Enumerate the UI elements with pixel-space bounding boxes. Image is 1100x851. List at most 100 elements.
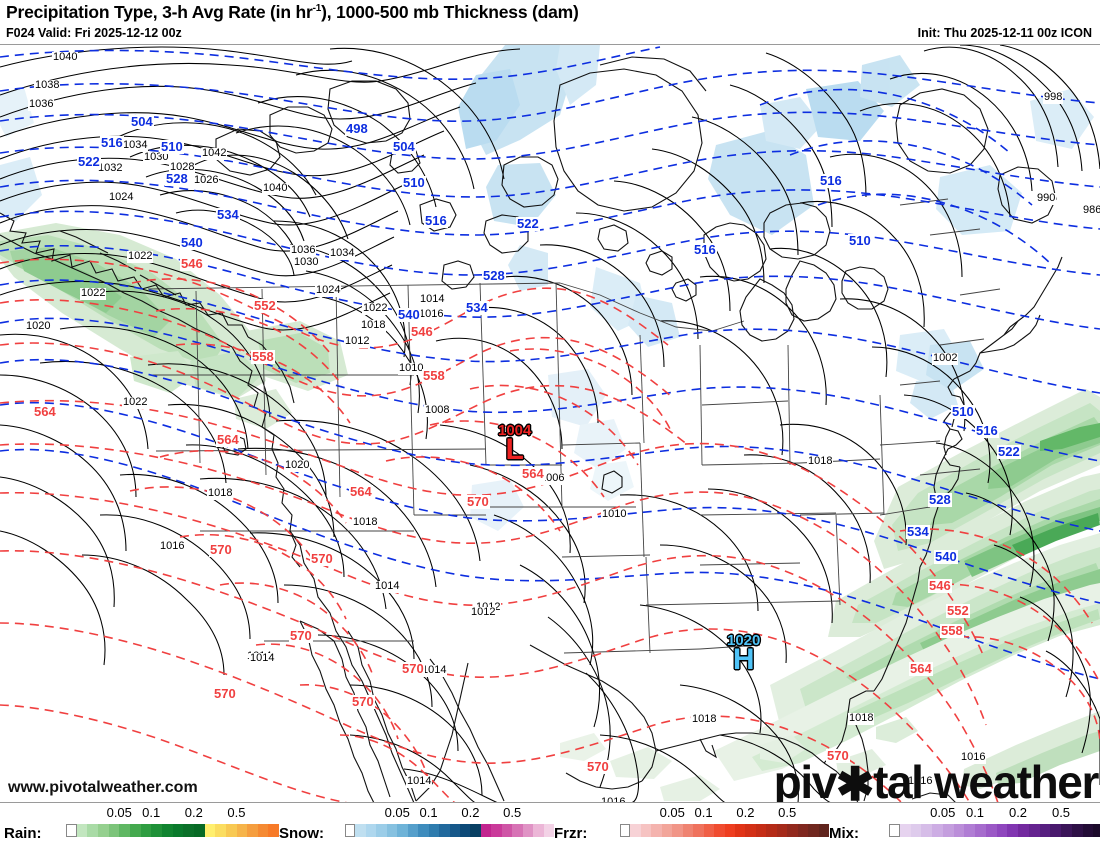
legend-color-swatch bbox=[776, 824, 788, 837]
map-graphics bbox=[0, 45, 1100, 803]
legend-color-swatch bbox=[1039, 824, 1051, 837]
legend-color-swatch bbox=[397, 824, 408, 837]
legend-tick: 0.1 bbox=[694, 805, 713, 820]
legend-color-swatch bbox=[651, 824, 662, 837]
legend-tick: 0.05 bbox=[659, 805, 685, 820]
legend-color-swatch bbox=[236, 824, 248, 837]
legend-bar: Rain: 0.05 0.1 0.2 0.5 Snow: 0.05 0.1 0.2 0.5 Frzr… bbox=[0, 802, 1100, 851]
thickness-contour-label-warm: 570 bbox=[826, 748, 850, 763]
legend-color-swatch bbox=[87, 824, 98, 837]
legend-color-swatch bbox=[953, 824, 965, 837]
legend-color-swatch bbox=[66, 824, 77, 837]
legend-color-swatch bbox=[268, 824, 280, 837]
thickness-contour-label-cold: 522 bbox=[77, 154, 101, 169]
legend-color-swatch bbox=[724, 824, 735, 837]
legend-color-swatch bbox=[418, 824, 429, 837]
model-init-time: Init: Thu 2025-12-11 00z ICON bbox=[917, 26, 1092, 40]
legend-color-swatch bbox=[975, 824, 986, 837]
legend-color-swatch bbox=[745, 824, 756, 837]
legend-group-rain: Rain: 0.05 0.1 0.2 0.5 bbox=[4, 803, 280, 851]
thickness-contour-label-warm: 570 bbox=[213, 686, 237, 701]
thickness-contour-label-cold: 534 bbox=[906, 524, 930, 539]
legend-color-swatch bbox=[247, 824, 258, 837]
watermark-logo: piv✱tal weather bbox=[773, 755, 1100, 803]
mslp-contour-label: 1014 bbox=[249, 652, 276, 665]
watermark-logo-part-a: piv bbox=[773, 756, 838, 803]
mslp-contour-label: 1022 bbox=[122, 396, 149, 409]
page-title-tail: ), 1000-500 mb Thickness (dam) bbox=[321, 2, 579, 22]
mslp-contour-label: 1018 bbox=[360, 319, 387, 332]
mslp-contour-label: 1034 bbox=[122, 139, 149, 152]
legend-colorbar[interactable] bbox=[889, 824, 1100, 837]
thickness-contour-label-warm: 570 bbox=[466, 494, 490, 509]
mslp-contour-label: 1018 bbox=[691, 713, 718, 726]
coastlines bbox=[0, 56, 1063, 803]
mslp-contour-label: 1016 bbox=[600, 796, 627, 803]
legend-color-swatch bbox=[215, 824, 226, 837]
thickness-contour-label-warm: 558 bbox=[251, 349, 275, 364]
legend-color-swatch bbox=[734, 824, 746, 837]
page-title: Precipitation Type, 3-h Avg Rate (in hr-… bbox=[6, 2, 579, 23]
thickness-contour-label-cold: 528 bbox=[482, 268, 506, 283]
legend-color-swatch bbox=[193, 824, 205, 837]
legend-color-swatch bbox=[449, 824, 460, 837]
legend-color-swatch bbox=[1061, 824, 1072, 837]
thickness-contour-label-cold: 516 bbox=[100, 135, 124, 150]
legend-color-swatch bbox=[910, 824, 922, 837]
thickness-contour-label-warm: 570 bbox=[401, 661, 425, 676]
thickness-contour-label-warm: 570 bbox=[289, 628, 313, 643]
legend-color-swatch bbox=[386, 824, 398, 837]
map-canvas[interactable]: 1040 1038 1036 1034 1030 1032 1042 1028 1026 1024… bbox=[0, 44, 1100, 803]
legend-color-swatch bbox=[985, 824, 997, 837]
legend-color-swatch bbox=[932, 824, 943, 837]
mslp-contour-label: 1024 bbox=[108, 191, 135, 204]
thickness-contour-label-cold: 528 bbox=[928, 492, 952, 507]
legend-color-swatch bbox=[512, 824, 523, 837]
legend-color-swatch bbox=[714, 824, 725, 837]
thickness-contour-label-cold: 516 bbox=[424, 213, 448, 228]
legend-color-swatch bbox=[964, 824, 975, 837]
mslp-contour-label: 1036 bbox=[290, 244, 317, 257]
legend-tick: 0.2 bbox=[184, 805, 203, 820]
pressure-center-high: 1020 H bbox=[727, 633, 760, 675]
legend-group-frzr: Frzr: 0.05 0.1 0.2 0.5 bbox=[554, 803, 830, 851]
legend-color-swatch bbox=[921, 824, 932, 837]
thickness-contour-label-cold: 498 bbox=[345, 121, 369, 136]
legend-color-swatch bbox=[522, 824, 534, 837]
legend-colorbar[interactable] bbox=[345, 824, 555, 837]
legend-color-swatch bbox=[693, 824, 704, 837]
legend-color-swatch bbox=[97, 824, 109, 837]
mslp-contour-label: 1020 bbox=[25, 320, 52, 333]
legend-tick: 0.05 bbox=[384, 805, 410, 820]
legend-colorbar[interactable] bbox=[66, 824, 280, 837]
pressure-center-low: 1004 L bbox=[498, 423, 531, 465]
legend-color-swatch bbox=[119, 824, 130, 837]
thickness-contour-label-warm: 546 bbox=[410, 324, 434, 339]
mslp-contour-label: 1014 bbox=[419, 293, 446, 306]
thickness-contour-label-cold: 504 bbox=[130, 114, 154, 129]
legend-color-swatch bbox=[818, 824, 830, 837]
mslp-contour-label: 1016 bbox=[159, 540, 186, 553]
mslp-contour-label: 1010 bbox=[398, 362, 425, 375]
legend-color-swatch bbox=[501, 824, 513, 837]
thickness-contour-label-warm: 558 bbox=[422, 368, 446, 383]
thickness-contour-label-cold: 516 bbox=[693, 242, 717, 257]
page-title-superscript: -1 bbox=[312, 3, 322, 15]
page-title-main: Precipitation Type, 3-h Avg Rate (in hr bbox=[6, 2, 313, 22]
legend-tick: 0.5 bbox=[778, 805, 797, 820]
legend-color-swatch bbox=[533, 824, 544, 837]
legend-color-swatch bbox=[797, 824, 809, 837]
legend-color-swatch bbox=[787, 824, 798, 837]
legend-tick: 0.5 bbox=[503, 805, 522, 820]
legend-color-swatch bbox=[365, 824, 377, 837]
legend-colorbar[interactable] bbox=[620, 824, 830, 837]
legend-color-swatch bbox=[151, 824, 162, 837]
legend-tick-labels: 0.05 0.1 0.2 0.5 bbox=[889, 805, 1100, 822]
thickness-contour-label-cold: 534 bbox=[216, 207, 240, 222]
legend-color-swatch bbox=[942, 824, 954, 837]
legend-color-swatch bbox=[620, 824, 631, 837]
mslp-contour-label: 1032 bbox=[97, 162, 124, 175]
legend-tick-labels: 0.05 0.1 0.2 0.5 bbox=[66, 805, 279, 822]
thickness-contour-label-warm: 570 bbox=[209, 542, 233, 557]
